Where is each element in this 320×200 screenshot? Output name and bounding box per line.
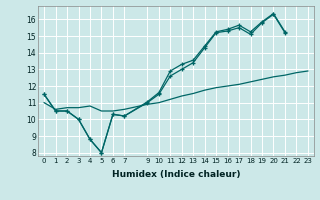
X-axis label: Humidex (Indice chaleur): Humidex (Indice chaleur) <box>112 170 240 179</box>
